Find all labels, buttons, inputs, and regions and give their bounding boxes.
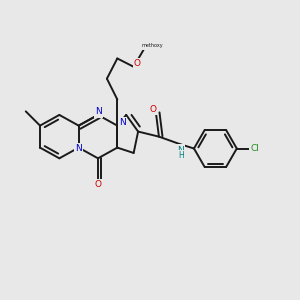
Text: N: N <box>75 144 82 153</box>
Text: H: H <box>178 152 184 160</box>
Text: O: O <box>149 105 157 114</box>
Text: methoxy: methoxy <box>142 44 163 49</box>
Text: O: O <box>134 59 141 68</box>
Text: Cl: Cl <box>250 144 259 153</box>
Text: O: O <box>94 180 101 189</box>
Text: N: N <box>177 146 184 154</box>
Text: N: N <box>95 107 102 116</box>
Text: N: N <box>119 118 126 127</box>
